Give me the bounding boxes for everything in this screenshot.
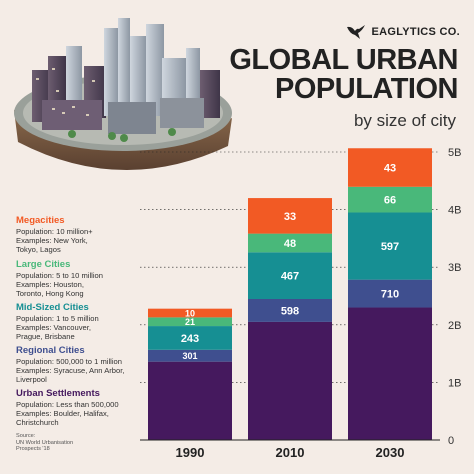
- data-label: 301: [182, 351, 197, 361]
- legend-item-urban-settlements: Urban Settlements Population: Less than …: [16, 388, 156, 427]
- data-label: 598: [281, 305, 299, 317]
- x-category-label: 2030: [376, 445, 405, 460]
- bar-segment: [148, 308, 232, 318]
- data-label: 597: [381, 241, 399, 253]
- y-tick-label: 4B: [448, 205, 461, 217]
- y-tick-label: 5B: [448, 147, 461, 159]
- legend-description: Population: 10 million+ Examples: New Yo…: [16, 227, 93, 254]
- data-label: 43: [384, 162, 396, 174]
- data-label: 710: [381, 289, 399, 301]
- eagle-logo-icon: [346, 25, 365, 39]
- bar-segment: [348, 186, 432, 213]
- legend-description: Population: 5 to 10 million Examples: Ho…: [16, 271, 103, 298]
- y-tick-label: 1B: [448, 377, 461, 389]
- legend-description: Population: Less than 500,000 Examples: …: [16, 400, 119, 427]
- source-note: Source: UN World Urbanisation Prospects …: [16, 433, 74, 452]
- data-label: 48: [284, 238, 296, 250]
- page-title: GLOBAL URBAN POPULATION: [229, 46, 458, 104]
- legend-description: Population: 500,000 to 1 million Example…: [16, 357, 125, 384]
- y-tick-label: 0: [448, 435, 454, 447]
- legend-name: Urban Settlements: [16, 388, 100, 399]
- legend-item-megacities: Megacities Population: 10 million+ Examp…: [16, 215, 156, 254]
- bar-segment: [248, 252, 332, 299]
- bar-segment: [148, 361, 232, 440]
- y-tick-label: 2B: [448, 320, 461, 332]
- legend-item-mid-sized-cities: Mid-Sized Cities Population: 1 to 5 mill…: [16, 302, 156, 341]
- legend-name: Large Cities: [16, 259, 71, 270]
- bar-segment: [348, 212, 432, 280]
- bar-segment: [348, 307, 432, 440]
- bar-segment: [248, 233, 332, 253]
- page-subtitle: by size of city: [353, 111, 456, 130]
- bar-segment: [148, 349, 232, 362]
- title-line-2: POPULATION: [275, 73, 458, 105]
- data-label: 33: [284, 211, 296, 223]
- data-label: 10: [185, 308, 195, 318]
- brand: EAGLYTICS CO.: [346, 24, 460, 40]
- bar-segment: [348, 148, 432, 187]
- bar-segment: [148, 326, 232, 350]
- data-label: 21: [185, 317, 195, 327]
- bar-segment: [148, 317, 232, 327]
- legend-name: Megacities: [16, 215, 65, 226]
- x-category-label: 1990: [176, 445, 205, 460]
- x-category-label: 2010: [276, 445, 305, 460]
- legend-name: Regional Cities: [16, 345, 85, 356]
- city-illustration: [14, 18, 232, 171]
- legend-name: Mid-Sized Cities: [16, 302, 89, 313]
- legend-description: Population: 1 to 5 million Examples: Van…: [16, 314, 99, 341]
- title-line-1: GLOBAL URBAN: [229, 44, 458, 76]
- bar-segment: [248, 298, 332, 322]
- legend-item-regional-cities: Regional Cities Population: 500,000 to 1…: [16, 345, 156, 384]
- bar-segment: [248, 321, 332, 440]
- brand-name: EAGLYTICS CO.: [371, 26, 460, 38]
- y-tick-label: 3B: [448, 262, 461, 274]
- data-label: 243: [181, 333, 199, 345]
- data-label: 66: [384, 195, 396, 207]
- bar-segment: [348, 279, 432, 308]
- data-label: 467: [281, 271, 299, 283]
- legend-item-large-cities: Large Cities Population: 5 to 10 million…: [16, 259, 156, 298]
- bar-segment: [248, 198, 332, 234]
